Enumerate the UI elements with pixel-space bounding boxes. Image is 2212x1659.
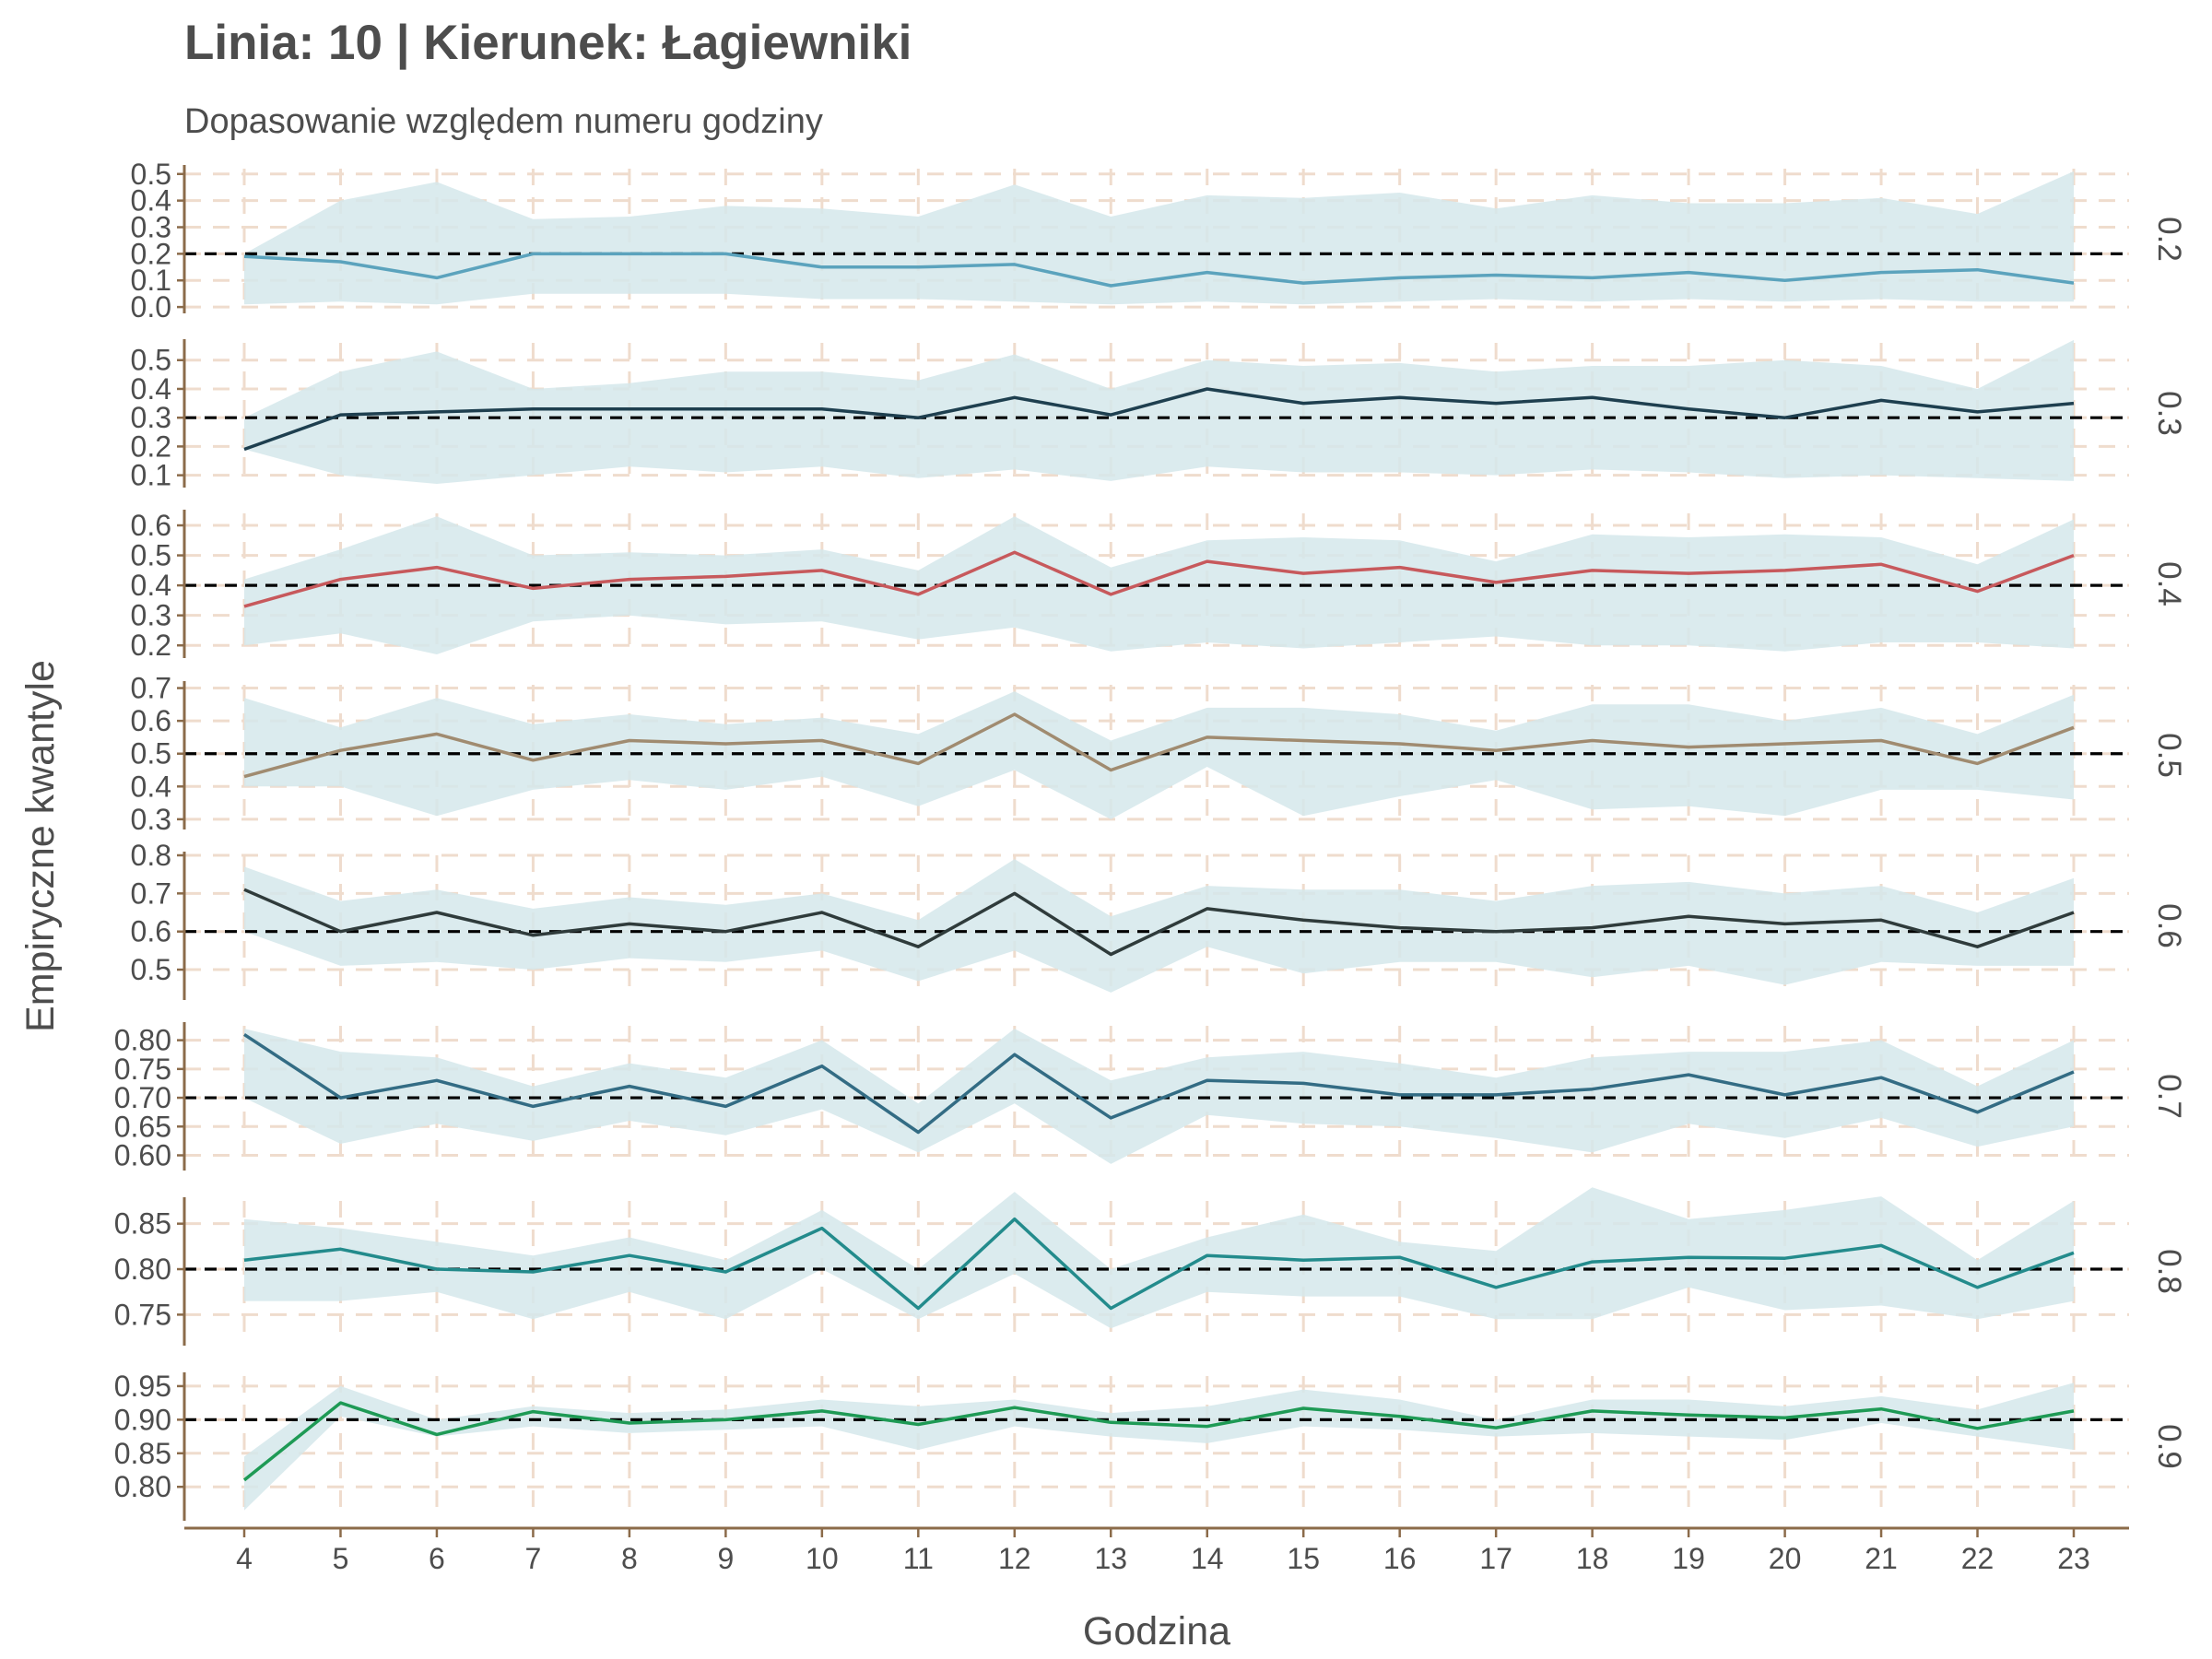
x-tick-label: 4 [236, 1542, 253, 1575]
y-tick-label: 0.3 [131, 599, 171, 632]
y-tick-label: 0.2 [131, 629, 171, 662]
x-tick-label: 8 [621, 1542, 638, 1575]
y-tick-label: 0.75 [114, 1298, 171, 1331]
panels: 0.00.10.20.30.40.50.20.10.20.30.40.50.30… [114, 158, 2187, 1521]
y-tick-label: 0.6 [131, 915, 171, 948]
x-tick-label: 12 [998, 1542, 1031, 1575]
panel-0.5: 0.30.40.50.60.70.5 [131, 672, 2187, 836]
confidence-band [244, 339, 2074, 484]
y-tick-label: 0.0 [131, 290, 171, 324]
y-tick-label: 0.80 [114, 1024, 171, 1057]
x-tick-label: 21 [1865, 1542, 1898, 1575]
y-tick-label: 0.90 [114, 1403, 171, 1436]
panel-0.7: 0.600.650.700.750.80 0.7 [114, 1022, 2187, 1172]
x-tick-label: 6 [429, 1542, 445, 1575]
series-line [243, 1217, 2075, 1311]
chart-title: Linia: 10 | Kierunek: Łagiewniki [184, 16, 912, 71]
series-line [243, 550, 2075, 608]
y-tick-label: 0.80 [114, 1470, 171, 1503]
y-tick-label: 0.5 [131, 539, 171, 572]
strip-label: 0.5 [2151, 733, 2187, 778]
panel-0.6: 0.5 0.6 0.7 0.8 0.6 [131, 839, 2187, 1000]
y-tick-label: 0.70 [114, 1081, 171, 1114]
y-tick-label: 0.4 [131, 372, 171, 406]
x-tick-label: 20 [1769, 1542, 1802, 1575]
y-tick-label: 0.6 [131, 704, 171, 737]
series-line [243, 712, 2075, 779]
panel-0.3: 0.10.20.30.40.50.3 [131, 339, 2187, 492]
x-axis: 4 5 6 7 8 9 10 11 12 13 14 15 16 17 18 19 20 21 22 23 [184, 1526, 2129, 1575]
series-line [243, 888, 2075, 957]
x-tick-label: 19 [1672, 1542, 1705, 1575]
x-tick-label: 22 [1961, 1542, 1994, 1575]
series-line [242, 1401, 2075, 1482]
strip-label: 0.6 [2151, 903, 2187, 948]
x-tick-label: 23 [2057, 1542, 2090, 1575]
y-tick-label: 0.2 [131, 237, 171, 270]
strip-label: 0.8 [2151, 1249, 2187, 1294]
x-tick-label: 10 [806, 1542, 839, 1575]
x-tick-label: 16 [1383, 1542, 1417, 1575]
panel-0.4: 0.20.30.40.50.60.4 [131, 509, 2187, 662]
y-tick-label: 0.5 [131, 953, 171, 986]
y-tick-label: 0.6 [131, 509, 171, 542]
y-tick-label: 0.4 [131, 770, 171, 803]
y-tick-label: 0.80 [114, 1253, 171, 1286]
series-line [243, 387, 2075, 452]
y-tick-label: 0.75 [114, 1053, 171, 1086]
x-tick-label: 14 [1191, 1542, 1224, 1575]
y-tick-label: 0.85 [114, 1437, 171, 1470]
confidence-band [244, 171, 2074, 305]
panel-0.9: 0.800.850.900.95 0.9 [114, 1370, 2187, 1521]
confidence-band [244, 1382, 2074, 1511]
y-tick-label: 0.5 [131, 344, 171, 377]
panel-0.8: 0.75 0.80 0.85 0.8 [114, 1187, 2187, 1346]
series-line [243, 1032, 2075, 1135]
y-tick-label: 0.95 [114, 1370, 171, 1403]
y-tick-label: 0.3 [131, 401, 171, 434]
y-tick-label: 0.4 [131, 184, 171, 218]
y-tick-label: 0.7 [131, 877, 171, 910]
chart-subtitle: Dopasowanie względem numeru godziny [184, 102, 823, 141]
confidence-band [244, 859, 2074, 993]
y-tick-label: 0.1 [131, 459, 171, 492]
x-tick-label: 11 [903, 1542, 934, 1575]
y-axis-label: Empiryczne kwantyle [18, 660, 63, 1032]
x-tick-label: 9 [717, 1542, 734, 1575]
x-axis-label: Godzina [1083, 1609, 1230, 1653]
y-tick-label: 0.8 [131, 839, 171, 872]
y-tick-label: 0.1 [131, 264, 171, 297]
y-tick-label: 0.3 [131, 211, 171, 244]
y-tick-label: 0.5 [131, 737, 171, 771]
series-line [243, 252, 2075, 288]
x-tick-label: 15 [1287, 1542, 1320, 1575]
y-tick-label: 0.4 [131, 569, 171, 602]
x-tick-label: 7 [525, 1542, 542, 1575]
y-tick-label: 0.5 [131, 158, 171, 191]
x-tick-label: 17 [1479, 1542, 1512, 1575]
y-tick-label: 0.3 [131, 803, 171, 836]
panel-0.2: 0.00.10.20.30.40.50.2 [131, 158, 2187, 324]
x-tick-label: 13 [1094, 1542, 1127, 1575]
y-tick-label: 0.85 [114, 1207, 171, 1241]
strip-label: 0.2 [2151, 217, 2187, 262]
strip-label: 0.7 [2151, 1074, 2187, 1119]
confidence-band [244, 1187, 2074, 1329]
x-tick-label: 18 [1576, 1542, 1609, 1575]
y-tick-label: 0.65 [114, 1110, 171, 1143]
strip-label: 0.9 [2151, 1424, 2187, 1469]
x-tick-label: 5 [333, 1542, 349, 1575]
y-tick-label: 0.2 [131, 429, 171, 463]
strip-label: 0.4 [2151, 561, 2187, 606]
y-tick-label: 0.7 [131, 672, 171, 705]
y-tick-label: 0.60 [114, 1139, 171, 1172]
strip-label: 0.3 [2151, 391, 2187, 436]
